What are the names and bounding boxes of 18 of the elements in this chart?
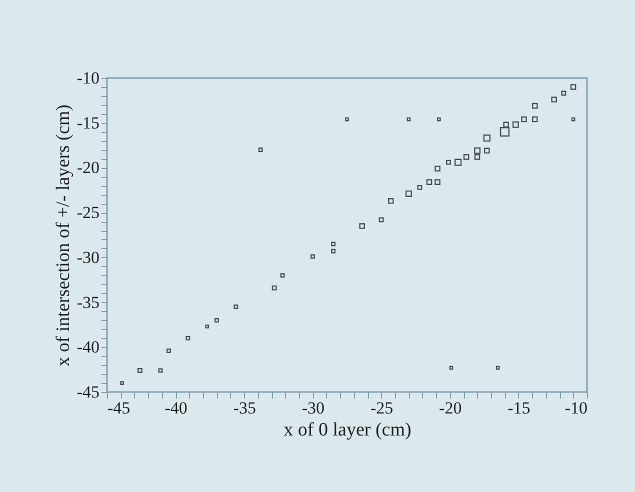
- y-tick-label: -25: [76, 203, 100, 222]
- x-tick-label: -10: [564, 398, 588, 418]
- y-tick-label: -20: [76, 158, 100, 178]
- y-tick-label: -10: [76, 68, 100, 88]
- y-tick-label: -45: [76, 382, 100, 402]
- x-axis-title: x of 0 layer (cm): [284, 420, 412, 440]
- x-tick-label: -35: [233, 398, 256, 418]
- x-tick-label: -40: [164, 398, 188, 418]
- x-tick-label: -20: [439, 398, 462, 418]
- x-tick-label: -45: [108, 398, 130, 418]
- y-tick-label: -40: [76, 338, 100, 357]
- y-tick-label: -30: [76, 248, 100, 267]
- y-tick-label: -35: [76, 292, 100, 312]
- y-axis-title: x of intersection of +/- layers (cm): [52, 104, 74, 366]
- x-tick-label: -25: [370, 398, 394, 418]
- x-tick-label: -30: [302, 398, 325, 418]
- y-tick-label: -15: [76, 113, 100, 132]
- x-tick-label: -15: [508, 398, 530, 418]
